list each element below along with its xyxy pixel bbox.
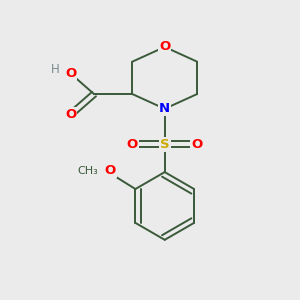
Text: O: O [105,164,116,177]
Text: S: S [160,138,169,151]
Text: O: O [159,40,170,53]
Text: O: O [65,67,76,80]
Text: O: O [65,108,76,121]
Text: N: N [159,102,170,115]
Text: O: O [127,138,138,151]
Text: CH₃: CH₃ [78,166,98,176]
Text: O: O [191,138,203,151]
Text: H: H [51,63,60,76]
